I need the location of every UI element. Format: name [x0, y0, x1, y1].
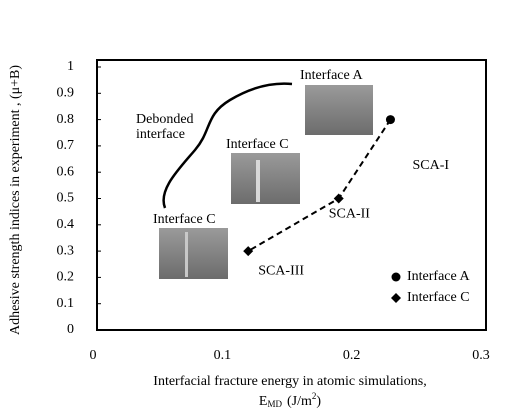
plot-frame — [96, 59, 487, 331]
y-axis-label: Adhesive strength indices in experiment … — [8, 65, 23, 335]
x-axis-unit: EMD (J/m2) — [259, 391, 321, 409]
annotation: Interface A — [300, 68, 363, 83]
point-label: SCA-I — [412, 158, 449, 173]
y-tick-label: 0.4 — [57, 217, 75, 232]
unit-symbol: E — [259, 394, 268, 409]
unit-subscript: MD — [267, 399, 282, 409]
y-tick-label: 0.3 — [57, 243, 75, 258]
legend-marker — [391, 272, 401, 282]
y-tick-label: 0.2 — [57, 270, 75, 285]
annotation: Debonded — [136, 112, 194, 127]
x-tick-label: 0.1 — [214, 348, 232, 363]
y-tick-label: 0.1 — [57, 296, 75, 311]
unit-superscript: 2 — [312, 391, 317, 401]
legend-label: Interface A — [407, 269, 470, 284]
annotation: Interface C — [153, 212, 216, 227]
y-tick-label: 0.8 — [57, 112, 75, 127]
point — [243, 246, 254, 257]
legend-label: Interface C — [407, 290, 470, 305]
legend-marker — [391, 293, 401, 303]
x-tick-label: 0.3 — [472, 348, 490, 363]
y-tick-label: 0 — [67, 322, 74, 337]
point-label: SCA-II — [329, 207, 371, 222]
point — [333, 193, 344, 204]
point-label: SCA-III — [258, 263, 304, 278]
unit-close: ) — [316, 394, 321, 409]
y-tick-label: 0.7 — [57, 138, 75, 153]
unit-text: (J/m — [287, 394, 312, 409]
x-tick-label: 0.2 — [343, 348, 361, 363]
y-tick-label: 0.9 — [57, 86, 75, 101]
y-tick-label: 0.5 — [57, 191, 75, 206]
x-axis-label: Interfacial fracture energy in atomic si… — [153, 374, 426, 389]
annotation: interface — [136, 127, 185, 142]
y-tick-label: 1 — [67, 59, 74, 74]
x-tick-label: 0 — [90, 348, 97, 363]
point — [385, 115, 395, 125]
annotation: Interface C — [226, 137, 289, 152]
debond-curve — [162, 82, 293, 209]
micrograph — [159, 85, 373, 279]
y-tick-label: 0.6 — [57, 164, 75, 179]
